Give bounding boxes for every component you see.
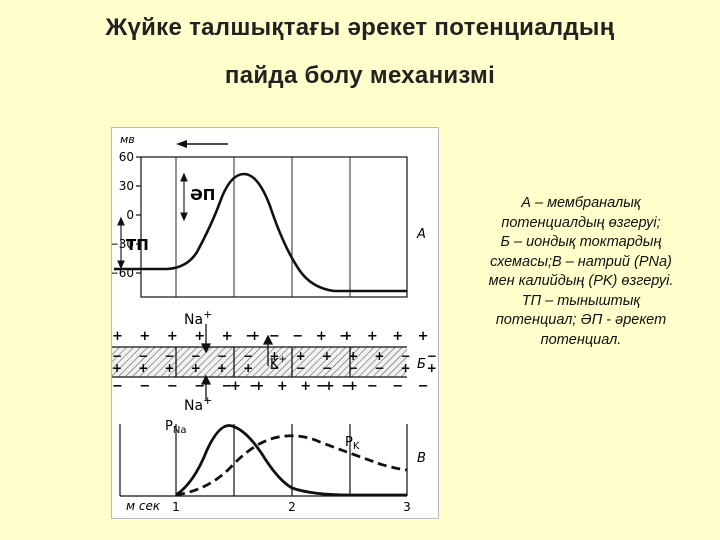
na-bottom-label: Na+: [184, 394, 212, 414]
action-potential-figure: мв 60 30 0 −30 −60: [109, 133, 595, 514]
ion-current-arrows: [200, 324, 274, 400]
k-label: K+: [270, 354, 287, 372]
inside-charges-right: − − − − −: [316, 379, 434, 394]
pna-label: PNa: [165, 419, 186, 436]
panel-a-frame: [140, 156, 408, 298]
legend-line: мен калийдың (PK) өзгеруі.: [488, 273, 674, 289]
propagation-arrow: [176, 140, 228, 148]
pk-label: PK: [345, 435, 360, 452]
mv-unit-label: мв: [120, 133, 135, 146]
membrane-lines: [110, 346, 407, 378]
ap-label: ӘП: [190, 186, 215, 204]
y-tick-0: 0: [126, 208, 134, 222]
na-top-label: Na+: [184, 308, 212, 328]
figure-frame: мв 60 30 0 −30 −60: [109, 127, 595, 519]
legend-line: ТП – тыныштық: [521, 292, 641, 309]
legend-line: Б – иондық токтардың: [500, 234, 662, 250]
panel-b: + + + + + + − − − − − − + + + + + − − − …: [110, 308, 594, 414]
membrane-layer: [110, 347, 407, 377]
legend-line: А – мембраналық: [521, 195, 641, 211]
slide-title-line-1: Жүйке талшықтағы әрекет потенциалдың: [105, 14, 615, 41]
membrane-potential-curve: [114, 172, 407, 293]
legend-line: потенциалдың өзгеруі;: [501, 214, 661, 231]
slide-title-line-2: пайда болу механизмі: [224, 62, 496, 89]
y-tick-30: 30: [119, 179, 134, 193]
y-tick-60: 60: [119, 150, 134, 164]
pna-curve: [175, 424, 407, 497]
legend-line: потенциал.: [540, 331, 622, 348]
panel-a-letter: А: [416, 227, 426, 242]
panel-c-letter: В: [417, 451, 426, 466]
legend-line: схемасы;В – натрий (PNa): [490, 253, 672, 270]
x-tick-2: 2: [288, 500, 296, 514]
panel-c: PNa PK м сек 1 2 3 В: [119, 419, 426, 514]
figure-legend: А – мембраналық потенциалдың өзгеруі; Б …: [447, 194, 715, 350]
amplitude-arrows: [117, 172, 188, 270]
panel-a-gridlines: [175, 157, 351, 297]
pk-curve: [175, 434, 408, 497]
inside-charges-left: − − − − − −: [112, 379, 266, 394]
panel-b-letter: Б: [417, 357, 426, 372]
panel-c-axes: [119, 424, 408, 497]
outside-charges-right: + + + + +: [316, 329, 434, 344]
outside-charges-middle: − − − − − −: [222, 329, 354, 344]
rp-label: ТП: [126, 236, 149, 254]
legend-line: потенциал; ӘП - әрекет: [495, 312, 667, 328]
panel-a: мв 60 30 0 −30 −60: [109, 133, 426, 298]
y-tick-marks: [136, 156, 141, 274]
x-tick-3: 3: [403, 500, 411, 514]
outside-charges-left: + + + + + +: [112, 329, 266, 344]
inside-charges-middle: + + + + + +: [230, 379, 362, 394]
x-unit-label: м сек: [126, 499, 161, 513]
x-tick-1: 1: [172, 500, 180, 514]
